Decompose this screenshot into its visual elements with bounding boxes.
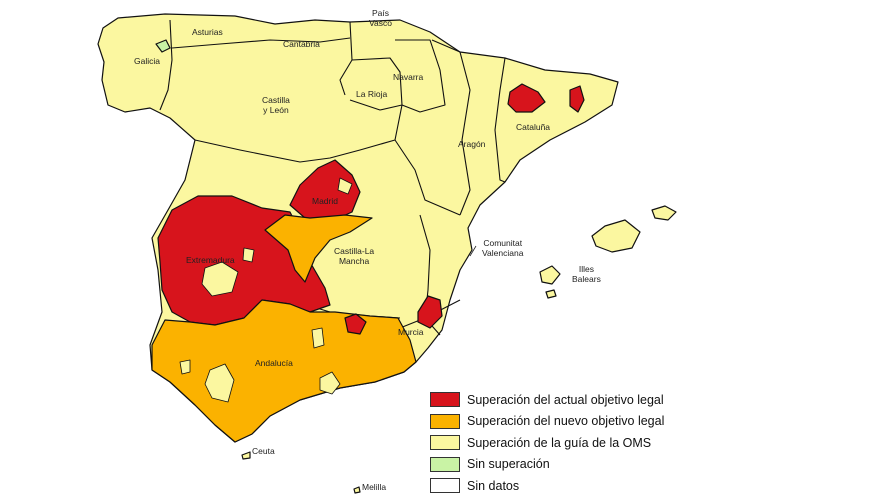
legend-label: Sin datos [467,478,520,493]
legend-label: Superación del actual objetivo legal [467,392,664,407]
legend-label: Superación de la guía de la OMS [467,435,652,450]
island-ibiza [539,265,561,285]
map-legend: Superación del actual objetivo legal Sup… [430,390,690,498]
legend-item: Sin datos [430,476,690,495]
region-andalucia-shape [151,299,417,443]
legend-item: Superación del nuevo objetivo legal [430,412,690,431]
legend-label: Superación del nuevo objetivo legal [467,414,665,428]
legend-swatch [430,478,460,493]
island-mallorca [591,219,641,253]
legend-swatch [430,413,460,429]
region-clm-orange [264,214,373,283]
legend-swatch [430,435,460,450]
legend-label: Sin superación [467,457,550,471]
legend-swatch [430,392,460,407]
melilla-shape [353,486,361,494]
legend-item: Superación de la guía de la OMS [430,433,690,452]
legend-item: Sin superación [430,455,690,474]
legend-item: Superación del actual objetivo legal [430,390,690,409]
ceuta-shape [241,451,251,460]
legend-swatch [430,456,460,472]
island-menorca [651,205,677,221]
